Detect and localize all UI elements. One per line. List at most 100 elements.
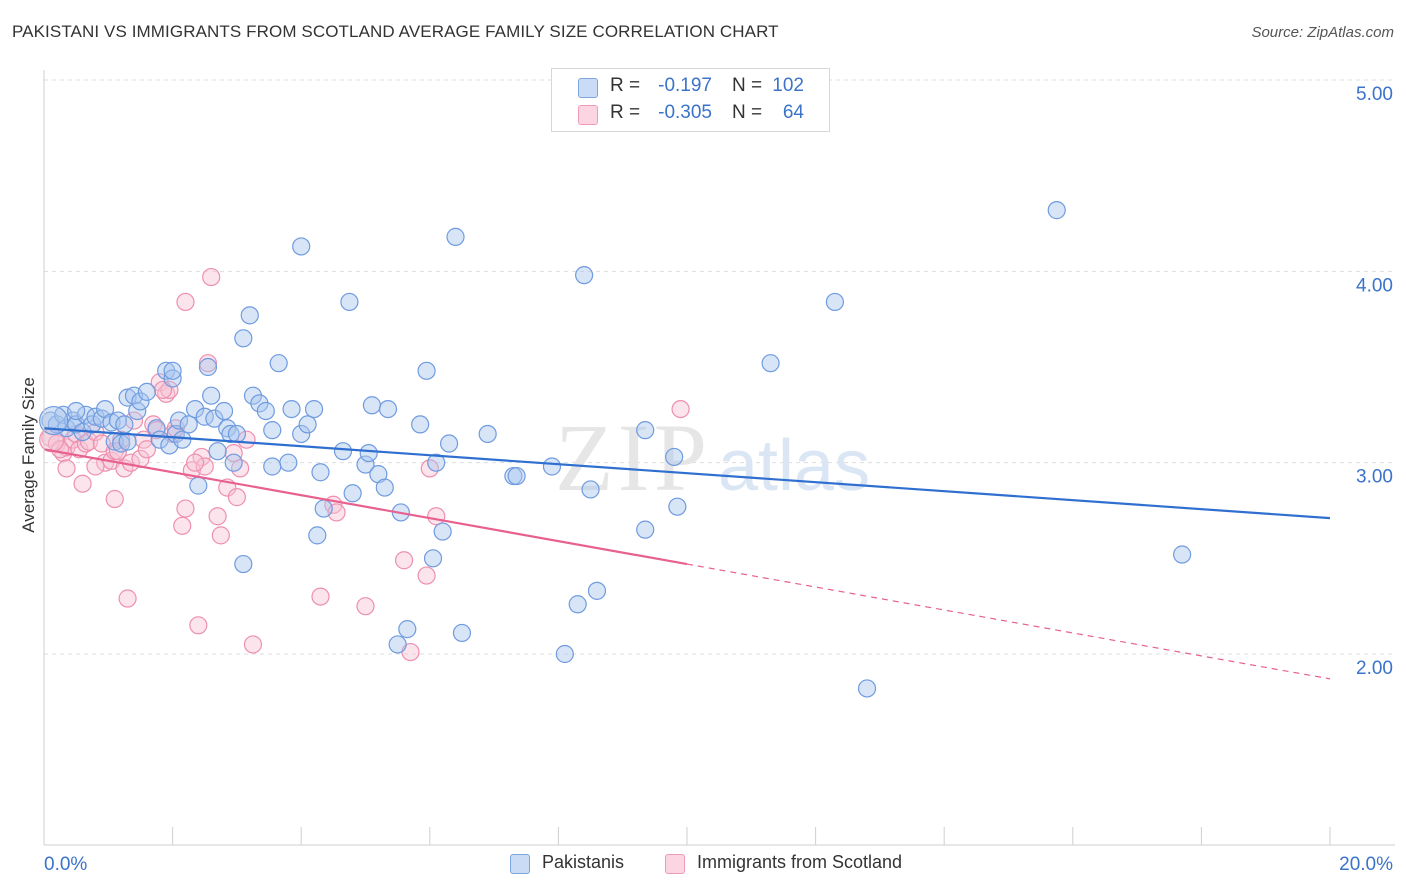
pakistani-point	[208, 442, 227, 461]
pakistani-point	[825, 292, 844, 312]
pakistani-point	[542, 457, 562, 476]
pakistani-point	[186, 399, 205, 419]
pakistani-point	[227, 424, 246, 444]
pakistani-point	[1173, 545, 1192, 564]
pakistani-point	[169, 411, 189, 430]
scotland-point	[311, 587, 330, 606]
scotland-point	[356, 597, 375, 616]
x-tick-label: 20.0%	[1339, 854, 1393, 875]
pakistani-point	[279, 453, 298, 472]
pakistani-point	[173, 430, 192, 449]
pakistani-point	[240, 306, 259, 325]
pakistani-point	[555, 644, 574, 664]
scotland-point	[173, 516, 192, 535]
pakistani-point	[92, 409, 111, 428]
pakistani-point	[67, 401, 86, 421]
pakistani-point	[398, 620, 417, 639]
scotland-point	[189, 616, 208, 635]
scotland-point	[208, 507, 227, 526]
pakistani-point	[857, 679, 877, 698]
scotland-point	[394, 551, 414, 570]
pakistani-point	[128, 401, 147, 421]
scotland-point	[124, 411, 144, 430]
scotland-point	[198, 354, 218, 373]
pakistani-point	[308, 526, 327, 545]
pakistani-point	[218, 419, 237, 438]
pakistani-point	[214, 401, 234, 421]
scotland-point	[137, 440, 156, 459]
scotland-point	[224, 444, 243, 463]
pakistani-point	[1047, 201, 1066, 220]
pakistani-point	[439, 434, 459, 453]
pakistani-point	[411, 415, 430, 434]
y-tick-label: 5.00	[1356, 84, 1393, 105]
pakistani-point	[282, 399, 301, 419]
pakistani-point	[298, 415, 317, 434]
scotland-point	[112, 430, 131, 449]
pakistani-point	[507, 466, 526, 486]
scotland-point	[211, 526, 230, 545]
scotland-point	[176, 499, 195, 518]
pakistani-point	[234, 329, 253, 348]
scotland-point	[243, 635, 263, 654]
y-tick-label: 3.00	[1356, 467, 1393, 488]
pakistani-point	[417, 361, 436, 380]
legend-n-label: N =	[732, 75, 763, 96]
scotland-point	[176, 292, 195, 312]
legend-swatch-blue	[578, 78, 598, 98]
watermark-zip: ZIP	[555, 404, 711, 511]
blue-points	[39, 201, 1192, 698]
legend-r-value: -0.197	[658, 75, 712, 96]
pakistani-point	[163, 361, 182, 380]
scotland-trend-extension	[686, 563, 1331, 680]
series-swatch-blue	[510, 854, 530, 874]
pakistani-point	[356, 455, 375, 474]
pakistani-point	[359, 444, 378, 463]
correlation-legend: R = -0.197 N = 102 R = -0.305 N = 64	[551, 68, 830, 132]
pakistani-point	[131, 392, 150, 411]
pakistani-point	[427, 453, 446, 472]
pakistani-point	[292, 237, 311, 256]
scotland-point	[227, 488, 246, 507]
pakistani-point	[423, 549, 443, 568]
scotland-point	[73, 474, 92, 493]
pakistani-point	[179, 415, 198, 434]
pakistani-point	[568, 595, 587, 614]
y-tick-label: 4.00	[1356, 275, 1393, 296]
pakistani-point	[343, 484, 362, 503]
pakistani-point	[115, 415, 134, 434]
scotland-trend-line	[43, 448, 688, 566]
pakistani-trend-line	[43, 427, 1331, 520]
pakistani-point	[205, 409, 224, 428]
series-swatch-pink	[665, 854, 685, 874]
legend-n-label: N =	[732, 102, 763, 123]
pakistani-point	[668, 497, 687, 516]
pakistani-point	[340, 292, 359, 312]
pakistani-point	[452, 623, 472, 643]
pakistani-point	[575, 266, 594, 285]
scotland-point	[427, 507, 446, 526]
pakistani-point	[362, 396, 382, 415]
watermark-atlas: atlas	[718, 426, 870, 506]
pakistani-point	[263, 421, 282, 440]
scotland-point	[195, 457, 214, 476]
pakistani-point	[189, 476, 208, 495]
pakistani-point	[333, 442, 353, 461]
scotland-point	[57, 459, 76, 478]
trend-layer	[43, 427, 1331, 680]
pakistani-point	[478, 424, 497, 444]
pakistani-point	[163, 369, 182, 388]
pakistani-point	[636, 421, 655, 440]
scotland-point	[671, 399, 690, 419]
pakistani-point	[137, 382, 156, 401]
scotland-point	[202, 267, 221, 287]
pakistani-point	[118, 432, 137, 451]
legend-r-value: -0.305	[658, 102, 712, 123]
x-tick-label: 0.0%	[44, 854, 87, 875]
scotland-point	[237, 430, 256, 449]
pakistani-point	[256, 401, 275, 421]
pakistani-point	[224, 453, 243, 472]
pakistani-point	[665, 447, 684, 467]
pakistani-point	[581, 480, 600, 499]
pakistani-point	[375, 478, 394, 497]
